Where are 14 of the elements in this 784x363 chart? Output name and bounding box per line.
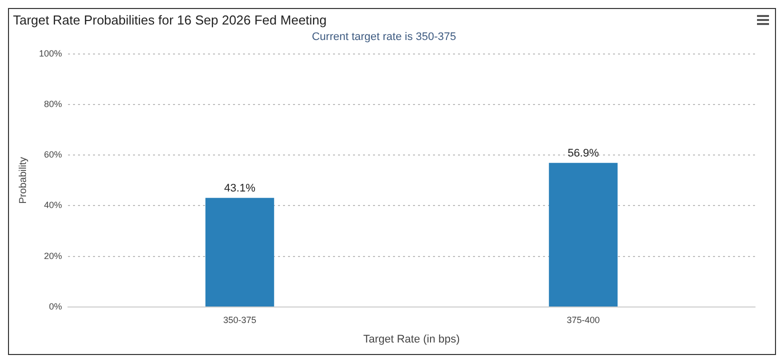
y-tick-label: 60% xyxy=(44,150,62,160)
y-tick-label: 100% xyxy=(38,48,62,58)
x-tick-label: 350-375 xyxy=(223,314,256,325)
data-label: 56.9% xyxy=(568,147,600,160)
x-axis-title: Target Rate (in bps) xyxy=(363,333,460,346)
chart-title: Target Rate Probabilities for 16 Sep 2026 Fed Meeting xyxy=(13,12,327,28)
y-axis-title: Probability xyxy=(18,157,29,204)
y-tick-label: 80% xyxy=(44,98,62,109)
y-tick-label: 40% xyxy=(44,200,62,210)
y-tick-label: 20% xyxy=(44,250,62,261)
y-tick-label: 0% xyxy=(49,301,62,312)
chart-subtitle: Current target rate is 350-375 xyxy=(312,31,456,44)
data-label: 43.1% xyxy=(224,182,256,194)
x-tick-label: 375-400 xyxy=(566,314,600,325)
